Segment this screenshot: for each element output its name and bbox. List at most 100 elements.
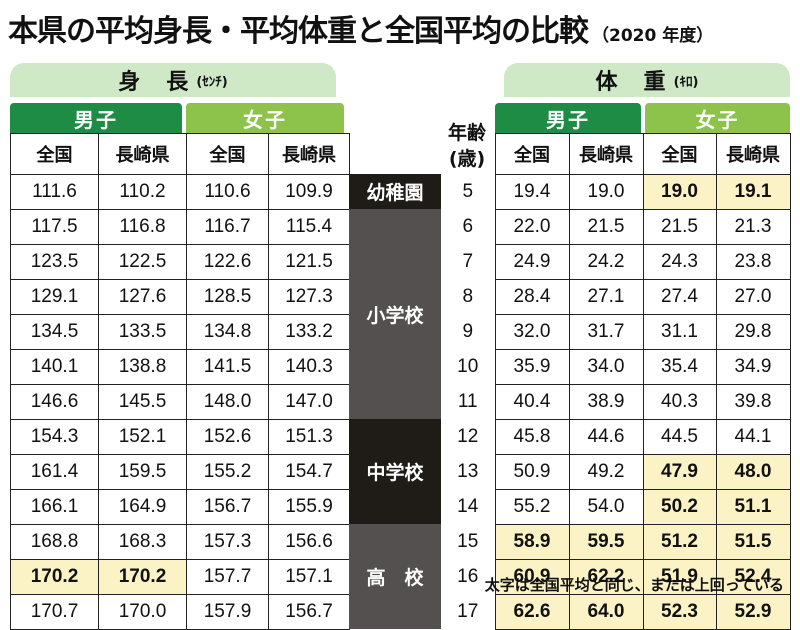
age-cell: 14 <box>457 496 479 517</box>
height-cell: 122.6 <box>186 244 269 280</box>
height-cell: 148.0 <box>186 384 269 420</box>
table-row: 117.5 116.8 116.7 115.4 <box>10 209 350 245</box>
weight-cell: 64.0 <box>568 594 644 630</box>
table-row: 17 62.6 64.0 52.3 52.9 <box>441 594 791 630</box>
age-cell: 16 <box>457 566 479 587</box>
column-header-nagasaki: 長崎県 <box>268 133 350 175</box>
weight-cell: 31.1 <box>642 314 717 350</box>
weight-cell: 59.5 <box>568 524 644 560</box>
weight-cell: 48.0 <box>715 454 791 490</box>
height-label: 身 長 <box>118 70 191 95</box>
height-cell: 123.5 <box>10 244 99 280</box>
weight-cell: 55.2 <box>494 489 570 525</box>
year-note: （2020 年度） <box>592 26 714 46</box>
table-row: 13 50.9 49.2 47.9 48.0 <box>441 454 791 490</box>
weight-cell: 52.3 <box>642 594 717 630</box>
weight-cell: 35.4 <box>642 349 717 385</box>
weight-cell: 39.8 <box>715 384 791 420</box>
weight-cell: 44.1 <box>715 419 791 455</box>
weight-label: 体 重 <box>595 70 668 95</box>
table-row: 129.1 127.6 128.5 127.3 <box>10 279 350 315</box>
height-column-headers: 全国 長崎県 全国 長崎県 <box>10 133 350 175</box>
table-row: 9 32.0 31.7 31.1 29.8 <box>441 314 791 350</box>
weight-cell: 27.1 <box>568 279 644 315</box>
age-header: 年齢 (歳) <box>440 120 494 172</box>
weight-cell: 19.1 <box>715 174 791 210</box>
weight-male-header: 男子 <box>495 103 641 133</box>
height-cell: 157.3 <box>186 524 269 560</box>
footnote: 太字は全国平均と同じ、または上回っている <box>484 576 784 594</box>
height-cell: 133.5 <box>98 314 187 350</box>
height-cell: 155.2 <box>186 454 269 490</box>
table-row: 170.2 170.2 157.7 157.1 <box>10 559 350 595</box>
weight-cell: 28.4 <box>494 279 570 315</box>
height-cell: 154.3 <box>10 419 99 455</box>
weight-cell: 21.5 <box>568 209 644 245</box>
height-cell: 168.8 <box>10 524 99 560</box>
column-header-national: 全国 <box>494 133 570 175</box>
table-row: 154.3 152.1 152.6 151.3 <box>10 419 350 455</box>
weight-cell: 27.0 <box>715 279 791 315</box>
table-row: 16 60.9 62.2 51.9 52.4 <box>441 559 791 595</box>
height-cell: 117.5 <box>10 209 99 245</box>
weight-cell: 27.4 <box>642 279 717 315</box>
weight-cell: 24.2 <box>568 244 644 280</box>
weight-cell: 23.8 <box>715 244 791 280</box>
age-header-line1: 年齢 <box>447 122 486 144</box>
weight-cell: 32.0 <box>494 314 570 350</box>
weight-cell: 51.1 <box>715 489 791 525</box>
weight-cell: 54.0 <box>568 489 644 525</box>
table-row: 12 45.8 44.6 44.5 44.1 <box>441 419 791 455</box>
weight-cell: 19.0 <box>642 174 717 210</box>
table-row: 140.1 138.8 141.5 140.3 <box>10 349 350 385</box>
table-row: 14 55.2 54.0 50.2 51.1 <box>441 489 791 525</box>
weight-cell: 51.9 <box>642 559 717 595</box>
age-cell: 5 <box>462 181 474 202</box>
weight-cell: 51.2 <box>642 524 717 560</box>
height-cell: 156.7 <box>268 594 350 630</box>
weight-cell: 29.8 <box>715 314 791 350</box>
weight-cell: 62.6 <box>494 594 570 630</box>
column-header-nagasaki: 長崎県 <box>98 133 187 175</box>
school-level-label: 幼稚園 <box>349 174 441 209</box>
height-cell: 128.5 <box>186 279 269 315</box>
age-header-line2: (歳) <box>448 148 486 170</box>
weight-cell: 49.2 <box>568 454 644 490</box>
school-level-label: 中学校 <box>349 419 441 524</box>
weight-cell: 44.6 <box>568 419 644 455</box>
height-cell: 152.6 <box>186 419 269 455</box>
weight-cell: 45.8 <box>494 419 570 455</box>
height-cell: 157.9 <box>186 594 269 630</box>
height-cell: 110.6 <box>186 174 269 210</box>
height-cell: 164.9 <box>98 489 187 525</box>
age-header-spacer <box>441 134 495 175</box>
height-cell: 156.7 <box>186 489 269 525</box>
school-level-label: 高 校 <box>349 524 441 629</box>
weight-female-header: 女子 <box>645 103 790 133</box>
height-cell: 133.2 <box>268 314 350 350</box>
column-header-nagasaki: 長崎県 <box>715 133 791 175</box>
age-cell: 9 <box>462 321 474 342</box>
weight-cell: 24.3 <box>642 244 717 280</box>
height-cell: 115.4 <box>268 209 350 245</box>
page-title: 本県の平均身長・平均体重と全国平均の比較 （2020 年度） <box>8 6 798 50</box>
height-cell: 151.3 <box>268 419 350 455</box>
weight-cell: 38.9 <box>568 384 644 420</box>
table-row: 5 19.4 19.0 19.0 19.1 <box>441 174 791 210</box>
table-row: 11 40.4 38.9 40.3 39.8 <box>441 384 791 420</box>
weight-cell: 52.9 <box>715 594 791 630</box>
height-cell: 161.4 <box>10 454 99 490</box>
weight-section-label: 体 重 (ｷﾛ) <box>504 63 790 97</box>
height-cell: 166.1 <box>10 489 99 525</box>
height-cell: 145.5 <box>98 384 187 420</box>
weight-cell: 24.9 <box>494 244 570 280</box>
table-row: 168.8 168.3 157.3 156.6 <box>10 524 350 560</box>
height-cell: 157.7 <box>186 559 269 595</box>
height-female-header: 女子 <box>186 103 344 133</box>
height-table: 全国 長崎県 全国 長崎県 111.6 110.2 110.6 109.9 117.5 116.8… <box>10 133 350 630</box>
height-cell: 121.5 <box>268 244 350 280</box>
weight-cell: 47.9 <box>642 454 717 490</box>
age-cell: 13 <box>457 461 479 482</box>
table-row: 146.6 145.5 148.0 147.0 <box>10 384 350 420</box>
height-cell: 170.0 <box>98 594 187 630</box>
